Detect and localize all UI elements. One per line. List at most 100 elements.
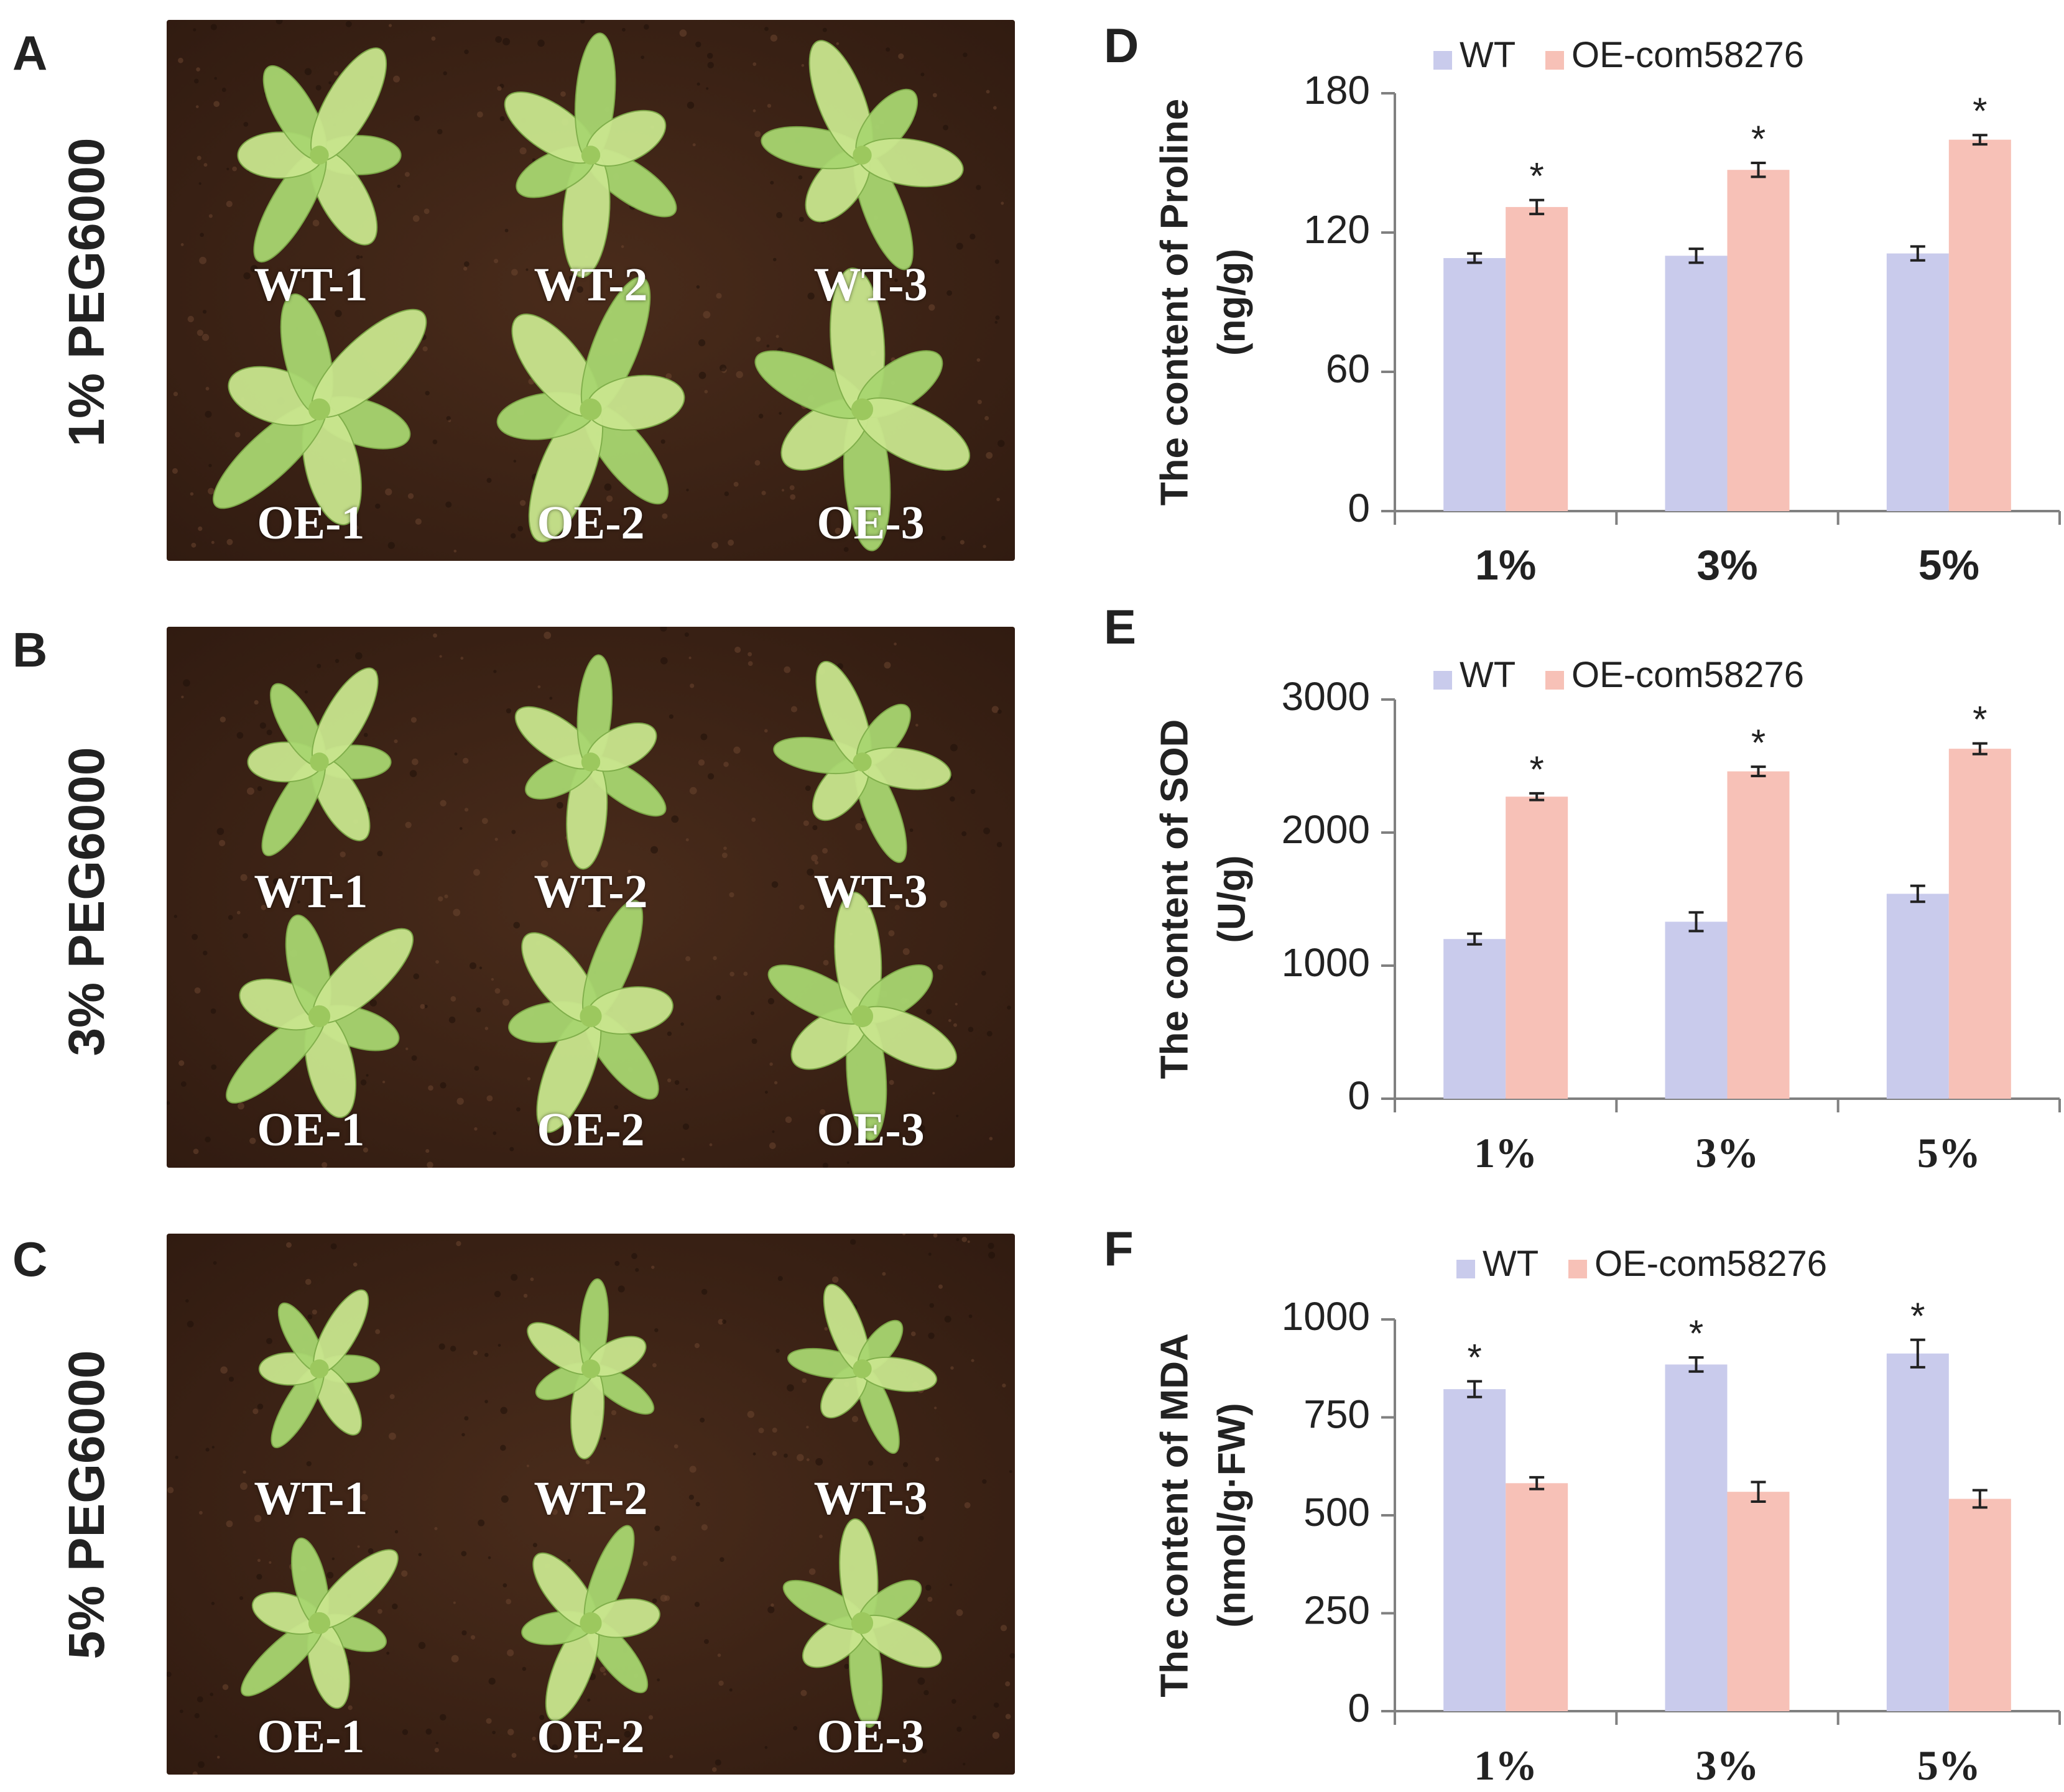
plant-label: WT-1 [254, 1472, 368, 1525]
legend-swatch [1456, 1260, 1475, 1278]
plant-rosette [787, 1283, 938, 1454]
legend-swatch [1568, 1260, 1587, 1278]
panel-letter: A [12, 25, 48, 80]
y-axis-title: The content of Proline [1153, 99, 1196, 506]
plant-rosette [782, 1518, 942, 1728]
y-tick-label: 1000 [1282, 1294, 1370, 1339]
significance-marker: * [1973, 90, 1987, 132]
error-bar [1910, 884, 1925, 903]
bar-wt-5% [1886, 1353, 1949, 1711]
x-tick-label: 3% [1696, 1742, 1759, 1789]
y-tick-label: 60 [1326, 346, 1370, 391]
panel-letter: C [12, 1232, 48, 1286]
error-bar [1688, 247, 1704, 264]
plant-rosette [226, 914, 414, 1119]
legend-label: WT [1460, 655, 1516, 695]
bar-wt-3% [1665, 256, 1728, 511]
plant-rosette [258, 1289, 381, 1449]
x-tick-label: 1% [1474, 1129, 1537, 1176]
bar-oe-3% [1727, 771, 1790, 1099]
bar-wt-1% [1443, 258, 1506, 511]
plant-rosette [761, 40, 964, 270]
plant-label: WT-2 [534, 258, 648, 311]
error-bar [1467, 252, 1483, 264]
significance-marker: * [1973, 699, 1987, 741]
bar-wt-1% [1443, 1389, 1506, 1711]
plant-label: OE-1 [257, 1103, 365, 1156]
plant-rosette [504, 32, 677, 278]
plant-label: WT-2 [534, 865, 648, 918]
plant-label: WT-1 [254, 865, 368, 918]
x-tick-label: 3% [1696, 1129, 1759, 1176]
bar-wt-3% [1665, 921, 1728, 1099]
significance-marker: * [1529, 749, 1543, 790]
significance-marker: * [1910, 1295, 1925, 1337]
y-tick-label: 750 [1303, 1392, 1370, 1436]
x-tick-label: 5% [1918, 542, 1979, 589]
plant-label: WT-3 [813, 258, 928, 311]
plant-label: WT-3 [813, 1472, 928, 1525]
plant-photo-image [167, 20, 1015, 561]
y-axis-unit: (U/g) [1210, 855, 1253, 943]
plant-rosette [213, 293, 427, 525]
error-bar [1467, 932, 1483, 946]
bar-oe-1% [1506, 797, 1568, 1099]
significance-marker: * [1689, 1313, 1703, 1354]
plant-rosette [247, 667, 392, 857]
error-bar [1529, 1476, 1545, 1490]
error-bar [1751, 1480, 1766, 1503]
y-axis-unit: (nmol/g·FW) [1210, 1403, 1253, 1628]
significance-marker: * [1751, 722, 1766, 764]
error-bar [1529, 792, 1545, 801]
legend-label: WT [1460, 35, 1516, 75]
bar-oe-5% [1948, 749, 2011, 1099]
error-bar [1751, 162, 1766, 178]
y-tick-label: 0 [1348, 486, 1370, 530]
y-tick-label: 0 [1348, 1073, 1370, 1118]
significance-marker: * [1467, 1337, 1481, 1379]
bar-oe-3% [1727, 1492, 1790, 1711]
y-axis-title: The content of MDA [1153, 1333, 1196, 1697]
plant-label: OE-1 [257, 1710, 365, 1763]
bar-oe-1% [1506, 1483, 1568, 1711]
plant-rosette [754, 267, 971, 552]
plant-photo [167, 20, 1015, 561]
error-bar [1688, 911, 1704, 933]
legend-label: OE-com58276 [1571, 35, 1804, 75]
error-bar [1972, 1489, 1988, 1509]
bar-wt-3% [1665, 1364, 1728, 1711]
bar-wt-5% [1886, 894, 1949, 1099]
legend-swatch [1433, 671, 1452, 690]
legend-swatch [1433, 51, 1452, 70]
bar-oe-5% [1948, 139, 2011, 511]
y-tick-label: 3000 [1282, 674, 1370, 719]
plant-rosette [767, 892, 957, 1141]
plant-label: OE-2 [537, 1103, 645, 1156]
plant-label: OE-2 [537, 496, 645, 549]
bar-wt-1% [1443, 939, 1506, 1099]
plant-photo [167, 627, 1015, 1168]
panel-letter: B [12, 622, 48, 677]
plant-rosette [237, 47, 402, 263]
error-bar [1972, 742, 1988, 755]
error-bar [1529, 198, 1545, 216]
plant-rosette [241, 1537, 399, 1709]
plant-label: OE-1 [257, 496, 365, 549]
plant-label: OE-3 [817, 496, 925, 549]
error-bar [1751, 765, 1766, 778]
y-tick-label: 2000 [1282, 807, 1370, 852]
y-axis-unit: (ng/g) [1210, 249, 1253, 356]
error-bar [1467, 1380, 1483, 1398]
legend-swatch [1545, 51, 1564, 70]
legend-label: OE-com58276 [1571, 655, 1804, 695]
bar-wt-5% [1886, 253, 1949, 511]
plant-label: WT-1 [254, 258, 368, 311]
plant-rosette [527, 1278, 655, 1460]
y-tick-label: 120 [1303, 207, 1370, 252]
y-tick-label: 250 [1303, 1587, 1370, 1632]
error-bar [1910, 245, 1925, 262]
plant-rosette [521, 1525, 660, 1722]
bar-oe-5% [1948, 1499, 2011, 1711]
